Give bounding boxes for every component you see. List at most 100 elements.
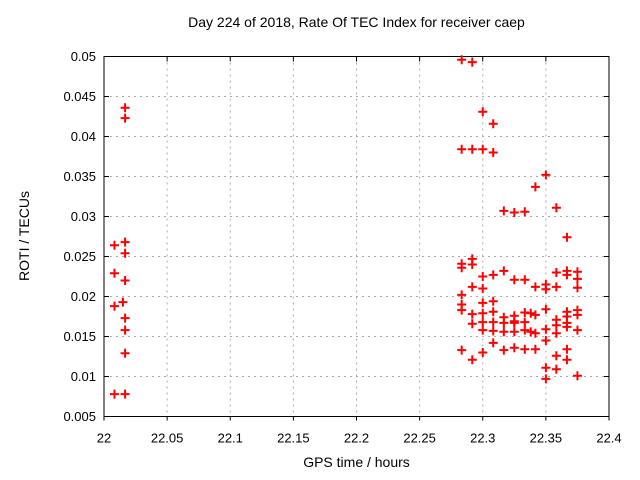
data-point-marker (562, 344, 572, 354)
data-point-marker (488, 296, 498, 306)
data-point-marker (541, 374, 551, 384)
data-point-marker (478, 325, 488, 335)
data-point-marker (120, 325, 130, 335)
data-point-marker (541, 284, 551, 294)
y-tick-label: 0.005 (63, 409, 96, 424)
data-point-marker (499, 318, 509, 328)
data-point-marker (478, 272, 488, 281)
data-point-marker (520, 344, 530, 354)
data-point-marker (572, 371, 582, 381)
data-point-marker (467, 282, 477, 292)
data-point-marker (467, 319, 477, 329)
y-tick-label: 0.025 (63, 249, 96, 264)
data-point-marker (118, 297, 128, 307)
data-point-marker (120, 313, 130, 323)
data-point-marker (488, 307, 498, 317)
data-point-marker (530, 310, 540, 320)
data-point-marker (109, 301, 119, 311)
data-point-marker (509, 327, 519, 337)
data-point-marker (530, 182, 540, 192)
data-point-marker (457, 305, 467, 315)
data-point-marker (488, 317, 498, 327)
data-point-marker (572, 310, 582, 320)
data-point-marker (520, 317, 530, 327)
data-point-marker (541, 363, 551, 373)
data-point-marker (488, 148, 498, 157)
data-point-marker (562, 232, 572, 242)
y-tick-label: 0.045 (63, 89, 96, 104)
data-point-marker (551, 351, 561, 361)
x-tick-label: 22.4 (596, 431, 621, 446)
data-point-marker (457, 55, 467, 65)
y-tick-label: 0.02 (71, 289, 96, 304)
data-point-marker (499, 206, 509, 216)
data-point-marker (530, 282, 540, 292)
data-point-marker (499, 345, 509, 355)
data-point-marker (457, 345, 467, 355)
x-tick-label: 22.05 (151, 431, 184, 446)
data-point-marker (478, 317, 488, 327)
data-point-marker (120, 113, 130, 123)
data-point-marker (541, 336, 551, 345)
data-point-marker (457, 144, 467, 154)
x-tick-label: 22.15 (277, 431, 310, 446)
data-point-marker (509, 275, 519, 285)
data-point-marker (509, 318, 519, 328)
data-point-marker (551, 268, 561, 277)
data-point-marker (478, 144, 488, 154)
data-point-marker (120, 389, 130, 399)
data-point-marker (109, 240, 119, 250)
data-point-marker (488, 338, 498, 348)
data-point-marker (499, 266, 509, 276)
y-tick-label: 0.035 (63, 169, 96, 184)
data-point-marker (120, 348, 130, 358)
x-tick-label: 22 (97, 431, 111, 446)
data-point-marker (562, 270, 572, 280)
data-point-marker (488, 270, 498, 280)
data-point-marker (551, 203, 561, 213)
chart-title: Day 224 of 2018, Rate Of TEC Index for r… (188, 14, 525, 30)
x-tick-label: 22.25 (403, 431, 436, 446)
data-point-marker (526, 308, 536, 318)
data-point-marker (541, 170, 551, 180)
data-point-marker (572, 325, 582, 335)
x-tick-label: 22.3 (470, 431, 495, 446)
data-point-marker (120, 237, 130, 247)
data-point-marker (478, 308, 488, 318)
data-point-marker (109, 389, 119, 399)
data-point-marker (551, 320, 561, 330)
data-point-marker (541, 304, 551, 314)
data-point-marker (478, 107, 488, 117)
data-point-marker (467, 260, 477, 269)
data-point-marker (488, 326, 498, 336)
data-point-marker (478, 348, 488, 357)
x-tick-label: 22.1 (218, 431, 243, 446)
data-point-marker (499, 327, 509, 337)
data-point-marker (572, 283, 582, 293)
data-point-marker (478, 298, 488, 308)
data-point-marker (120, 103, 130, 113)
data-point-marker (467, 57, 477, 67)
data-point-marker (509, 343, 519, 353)
y-tick-label: 0.015 (63, 329, 96, 344)
data-point-marker (457, 290, 467, 300)
data-point-marker (562, 322, 572, 332)
data-point-marker (551, 282, 561, 292)
x-axis-label: GPS time / hours (303, 454, 410, 470)
data-point-marker (509, 208, 519, 217)
data-point-marker (520, 275, 530, 285)
data-point-marker (467, 309, 477, 319)
y-tick-label: 0.05 (71, 49, 96, 64)
data-point-marker (530, 344, 540, 354)
data-point-marker (520, 325, 530, 335)
y-tick-label: 0.03 (71, 209, 96, 224)
data-point-marker (530, 328, 540, 338)
data-point-marker (120, 276, 130, 285)
x-tick-label: 22.35 (530, 431, 563, 446)
data-point-marker (109, 268, 119, 278)
y-tick-label: 0.04 (71, 129, 96, 144)
data-point-marker (478, 284, 488, 293)
data-point-marker (551, 364, 561, 374)
data-point-marker (457, 263, 467, 273)
